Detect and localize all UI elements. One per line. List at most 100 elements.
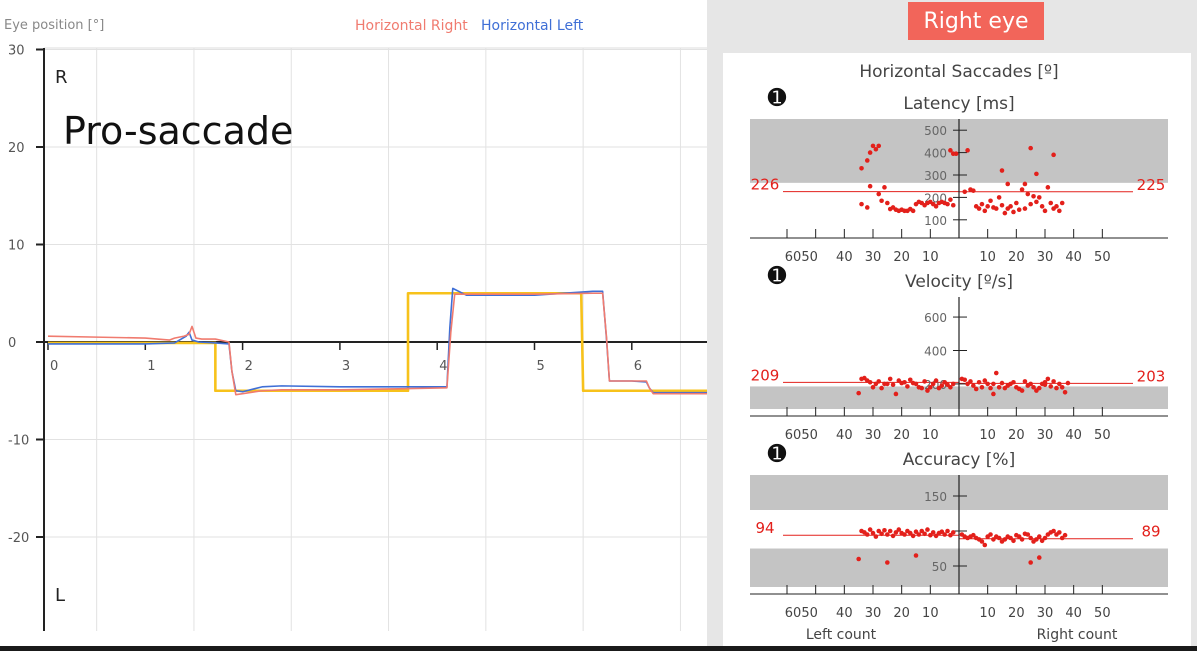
x-tick-label: 20	[893, 250, 910, 265]
x-tick-label: 10	[979, 428, 996, 443]
accuracy-point	[945, 528, 950, 534]
chart-grid	[43, 47, 707, 631]
x-tick-label: 10	[922, 428, 939, 443]
accuracy-point	[856, 556, 861, 562]
accuracy-point	[864, 532, 870, 537]
x-tick-label: 20	[1008, 250, 1025, 265]
latency-point	[867, 183, 873, 189]
velocity-point	[973, 386, 979, 392]
accuracy-point	[882, 528, 887, 533]
x-tick-label: 10	[979, 606, 996, 621]
y-tick-label: 400	[924, 147, 947, 161]
velocity-point	[1048, 384, 1054, 389]
y-tick-label: 20	[8, 141, 25, 156]
x-tick-label: 10	[922, 606, 939, 621]
velocity-point	[979, 384, 985, 390]
latency-point	[1025, 191, 1031, 197]
latency-point	[873, 146, 879, 152]
velocity-point	[991, 391, 996, 397]
y-tick-label: -20	[8, 531, 29, 546]
velocity-point	[1059, 384, 1065, 390]
accuracy-point	[1028, 560, 1033, 565]
eye-position-chart: 30 20 10 0 -10 -20 0 1 2 3 4 5 6 Eye position [°] H…	[4, 18, 707, 631]
y-tick-label: 50	[932, 560, 947, 574]
x-tick-label: 30	[1037, 606, 1054, 621]
x-tick-label: 50	[1094, 428, 1111, 443]
latency-point	[1002, 210, 1008, 216]
right-panel: Right eye Horizontal Saccades [º] ➊ Laten…	[707, 0, 1197, 651]
pro-saccade-label: Pro-saccade	[63, 109, 293, 153]
latency-point	[999, 168, 1005, 173]
velocity-point	[948, 384, 953, 390]
velocity-point	[968, 379, 973, 384]
latency-point	[999, 202, 1005, 208]
latency-point	[985, 204, 990, 209]
velocity-point	[996, 384, 1002, 390]
x-tick-label: 10	[922, 250, 939, 265]
y-tick-label: 600	[924, 311, 947, 325]
velocity-point	[902, 379, 907, 385]
latency-point	[876, 143, 882, 149]
velocity-point	[893, 391, 899, 397]
velocity-point	[962, 377, 968, 383]
accuracy-point	[996, 535, 1002, 541]
latency-point	[965, 148, 970, 153]
accuracy-point	[1019, 537, 1025, 542]
velocity-point	[950, 381, 956, 387]
velocity-point	[1042, 382, 1048, 388]
accuracy-point	[913, 553, 919, 558]
velocity-point	[905, 384, 910, 389]
velocity-point	[919, 385, 925, 391]
y-tick-label: 100	[924, 214, 947, 228]
accuracy-point	[885, 532, 890, 537]
velocity-point	[1045, 376, 1051, 382]
velocity-point	[907, 377, 913, 383]
latency-point	[1045, 185, 1051, 190]
velocity-title: Velocity [º/s]	[905, 272, 1013, 292]
accuracy-point	[887, 528, 893, 534]
x-tick-label: 1	[147, 359, 155, 374]
y-tick-label: 30	[8, 44, 25, 59]
latency-point	[882, 185, 887, 190]
x-tick-label: 30	[865, 428, 882, 443]
accuracy-point	[1039, 538, 1045, 544]
x-tick-label: 40	[836, 428, 853, 443]
velocity-point	[925, 388, 930, 393]
right-count-label: Right count	[1037, 627, 1118, 643]
latency-point	[876, 191, 882, 197]
accuracy-point	[991, 537, 996, 542]
x-tick-label: 40	[1065, 606, 1082, 621]
velocity-point	[1019, 388, 1025, 393]
accuracy-point	[939, 529, 945, 534]
latency-point	[910, 208, 916, 214]
latency-point	[1034, 199, 1039, 205]
accuracy-title: Accuracy [%]	[903, 450, 1015, 470]
left-mean-label: 209	[751, 366, 780, 384]
x-tick-label: 40	[836, 606, 853, 621]
velocity-point	[870, 384, 876, 390]
latency-point	[1042, 208, 1048, 214]
latency-point	[867, 150, 873, 155]
velocity-point	[1022, 379, 1028, 384]
latency-point	[1019, 187, 1025, 192]
latency-point	[948, 197, 953, 202]
accuracy-point	[1036, 534, 1042, 539]
latency-point	[950, 202, 956, 208]
x-tick-label: 5	[537, 359, 545, 374]
accuracy-point	[893, 530, 899, 535]
y-tick-labels: 30 20 10 0 -10 -20	[8, 44, 44, 546]
latency-point	[979, 201, 985, 207]
accuracy-point	[1051, 528, 1056, 534]
x-tick-label: 20	[893, 606, 910, 621]
x-tick-label: 40	[1065, 250, 1082, 265]
right-mean-label: 89	[1141, 523, 1160, 541]
velocity-point	[939, 383, 945, 388]
x-tick-label: 6050	[785, 250, 818, 265]
accuracy-point	[919, 528, 925, 534]
accuracy-point	[971, 532, 976, 538]
x-tick-label: 30	[865, 250, 882, 265]
x-tick-label: 50	[1094, 606, 1111, 621]
accuracy-point	[1057, 530, 1062, 535]
accuracy-point	[890, 533, 896, 539]
